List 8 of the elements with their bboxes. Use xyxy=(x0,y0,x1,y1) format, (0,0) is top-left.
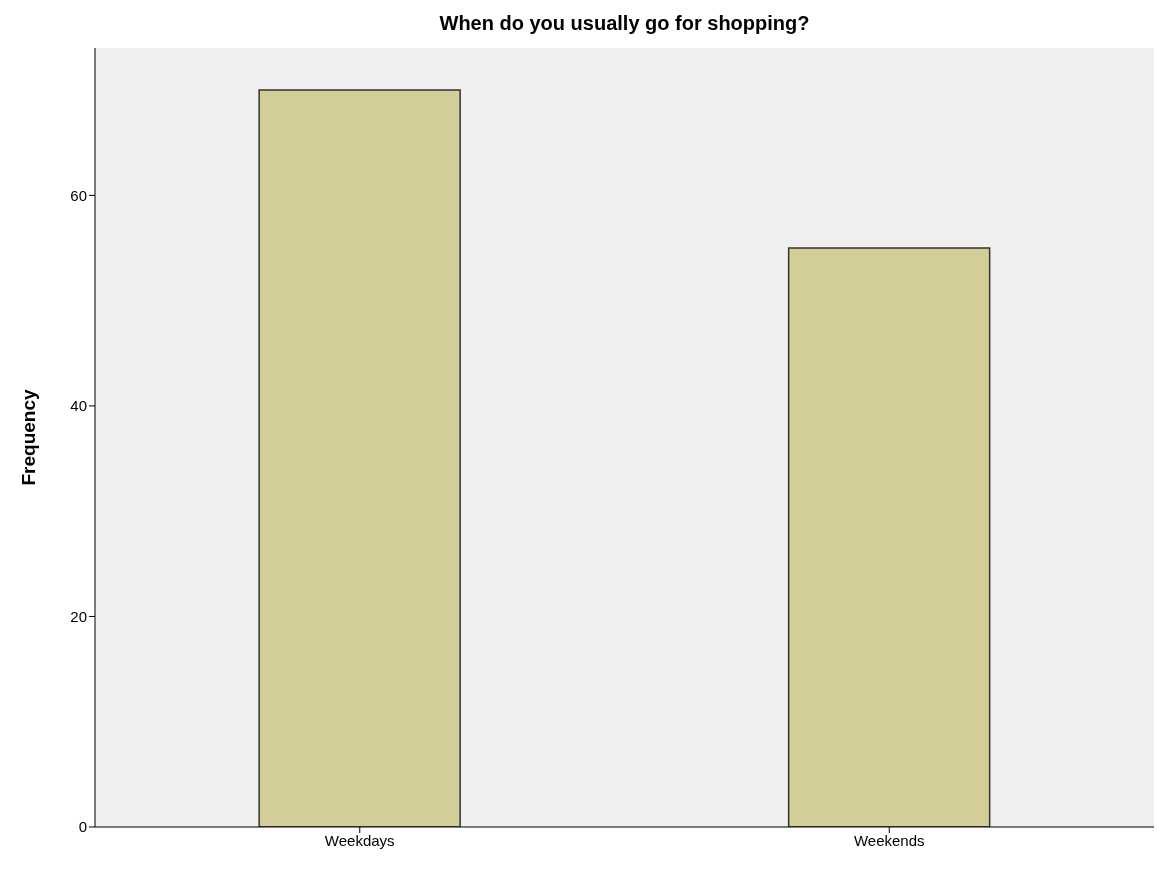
y-tick-label: 0 xyxy=(78,818,87,836)
chart-title: When do you usually go for shopping? xyxy=(438,11,811,36)
y-tick-label: 60 xyxy=(70,186,87,204)
y-axis-title: Frequency xyxy=(17,389,39,486)
y-tick-label: 20 xyxy=(70,607,87,625)
x-tick-label: Weekdays xyxy=(324,831,395,849)
y-tick-label: 40 xyxy=(70,397,87,415)
x-tick-label: Weekends xyxy=(853,831,925,849)
